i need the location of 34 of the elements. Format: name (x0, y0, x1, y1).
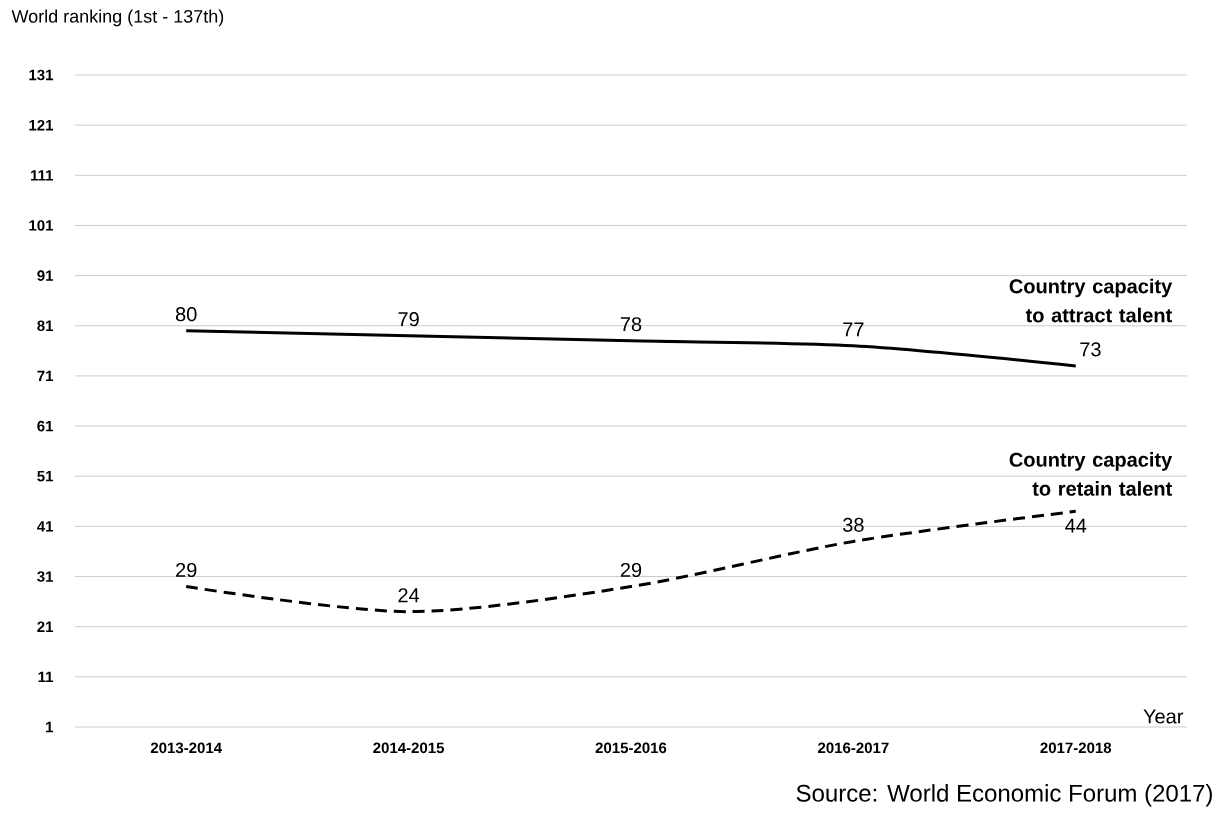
y-tick-label: 61 (37, 420, 54, 432)
source-note: Source: World Economic Forum (2017) (796, 784, 1212, 807)
y-tick-label: 21 (37, 621, 54, 632)
data-label: 77 (843, 322, 864, 337)
y-tick-label: 131 (29, 69, 54, 81)
data-label: 38 (843, 517, 864, 532)
series-label: Country capacity to attract talent (1009, 278, 1173, 323)
data-label: 29 (620, 562, 642, 578)
x-tick-label: 2016-2017 (818, 742, 889, 754)
x-tick-label: 2014-2015 (373, 742, 445, 754)
data-label: 24 (398, 588, 420, 603)
x-tick-label: 2015-2016 (595, 742, 667, 754)
x-tick-label: 2013-2014 (150, 742, 222, 754)
y-tick-label: 81 (37, 320, 54, 332)
data-label: 80 (175, 307, 197, 322)
x-axis-title: Year (1143, 709, 1184, 724)
y-tick-label: 11 (38, 671, 54, 683)
y-tick-label: 1 (46, 721, 54, 733)
y-axis-title: World ranking (1st - 137th) (11, 9, 224, 27)
x-tick-label: 2017-2018 (1040, 742, 1112, 754)
y-tick-label: 41 (37, 521, 54, 532)
y-tick-label: 121 (29, 119, 54, 131)
data-label: 44 (1065, 518, 1087, 533)
y-tick-label: 91 (37, 270, 54, 281)
y-tick-label: 51 (37, 471, 54, 482)
series-label: Country capacity to retain talent (1009, 452, 1173, 496)
data-label: 29 (176, 562, 197, 578)
data-label: 78 (620, 317, 642, 332)
y-tick-label: 101 (29, 220, 54, 231)
data-label: 73 (1080, 342, 1101, 357)
data-label: 79 (398, 312, 419, 327)
y-tick-label: 111 (31, 170, 54, 181)
y-tick-label: 71 (37, 370, 54, 382)
y-tick-label: 31 (37, 571, 54, 582)
